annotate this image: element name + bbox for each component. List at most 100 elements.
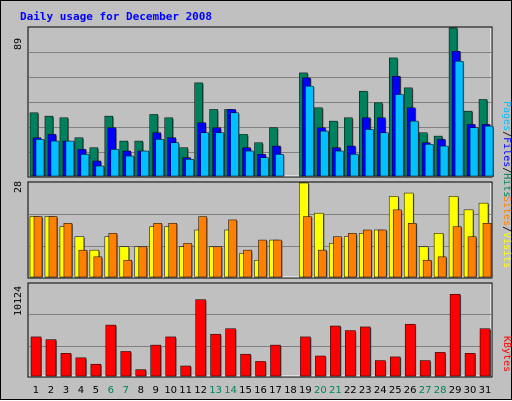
sites-bar-day-1 [33, 216, 43, 278]
legend-separator: / [501, 226, 512, 232]
legend-pages-files-hits: Pages/Files/Hits [501, 101, 512, 197]
day-label-19: 19 [299, 385, 312, 396]
day-label-16: 16 [254, 385, 267, 396]
x-axis-day-labels: 1 2 3 4 5 6 7 8 9 10 11 12 13 14 15 16 17 18 19 20 21 22 23 24 2… [33, 385, 492, 396]
day-label-6: 6 [108, 385, 114, 396]
chart-title: Daily usage for December 2008 [20, 10, 212, 23]
pages-bar-day-2 [50, 140, 60, 177]
kbytes-bar-day-6 [105, 324, 117, 377]
sites-bar-day-14 [228, 219, 237, 278]
kbytes-bar-day-19 [300, 336, 311, 377]
sites-bar-day-12 [198, 216, 207, 278]
day-label-7: 7 [123, 385, 129, 396]
sites-bar-day-6 [108, 233, 118, 278]
day-label-27: 27 [419, 385, 432, 396]
day-label-26: 26 [404, 385, 417, 396]
day-label-30: 30 [464, 385, 477, 396]
sites-bar-day-28 [437, 256, 447, 278]
pages-bar-day-30 [469, 127, 479, 177]
sites-bar-day-9 [153, 223, 162, 278]
sites-bar-day-22 [348, 233, 357, 278]
pages-bar-day-13 [215, 132, 224, 177]
day-label-3: 3 [63, 385, 69, 396]
day-label-23: 23 [359, 385, 372, 396]
day-label-28: 28 [434, 385, 447, 396]
sites-bar-day-25 [392, 209, 402, 278]
pages-bar-day-14 [230, 112, 239, 177]
kbytes-bar-day-23 [360, 326, 371, 377]
day-label-4: 4 [78, 385, 84, 396]
pages-bar-day-8 [140, 150, 150, 177]
pages-bar-day-19 [305, 85, 314, 177]
sites-bar-day-3 [63, 223, 73, 278]
day-label-31: 31 [479, 385, 492, 396]
day-label-10: 10 [164, 385, 177, 396]
kbytes-bar-day-27 [419, 360, 431, 377]
day-label-15: 15 [239, 385, 252, 396]
day-label-17: 17 [269, 385, 282, 396]
kbytes-bar-day-10 [165, 336, 176, 377]
day-label-25: 25 [389, 385, 402, 396]
kbytes-bar-day-1 [30, 336, 42, 377]
sites-bar-day-27 [422, 259, 432, 278]
visits-axis-max-label: 28 [13, 181, 24, 193]
kbytes-bar-day-31 [479, 328, 491, 377]
kbytes-bar-day-24 [375, 360, 386, 377]
sites-bar-day-21 [333, 236, 342, 278]
legend-hits: Hits [501, 173, 512, 197]
legend-sites: Sites [501, 196, 512, 226]
sites-bar-day-8 [138, 246, 148, 278]
sites-bar-day-15 [243, 249, 252, 278]
kbytes-bar-day-12 [195, 299, 206, 377]
pages-bar-day-27 [424, 144, 434, 177]
pages-bar-day-6 [110, 149, 120, 177]
pages-bar-day-25 [394, 94, 404, 177]
sites-bar-day-31 [482, 223, 492, 278]
day-label-22: 22 [344, 385, 357, 396]
pages-bar-day-5 [95, 165, 105, 177]
day-label-29: 29 [449, 385, 462, 396]
panels [27, 26, 495, 378]
day-label-5: 5 [93, 385, 99, 396]
pages-bar-day-28 [439, 145, 449, 177]
pages-bar-day-10 [170, 142, 179, 177]
day-label-21: 21 [329, 385, 342, 396]
day-label-1: 1 [33, 385, 39, 396]
kbytes-bar-day-29 [449, 293, 461, 377]
pages-bar-day-17 [275, 154, 284, 177]
sites-bar-day-16 [258, 239, 267, 278]
pages-bar-day-11 [185, 159, 194, 177]
kbytes-bar-day-14 [225, 328, 236, 377]
kbytes-bar-day-25 [389, 356, 401, 377]
day-label-8: 8 [138, 385, 144, 396]
kbytes-bar-day-11 [180, 365, 191, 377]
kbytes-axis-max-label: 10124 [13, 286, 24, 316]
day-label-12: 12 [194, 385, 207, 396]
sites-bar-day-11 [183, 243, 192, 278]
pages-bar-day-23 [365, 129, 374, 177]
legend-pages: Pages [501, 101, 512, 131]
sites-bar-day-24 [378, 229, 387, 278]
kbytes-bar-day-22 [345, 330, 356, 377]
pages-bar-day-20 [320, 130, 329, 177]
sites-bar-day-26 [407, 223, 417, 278]
legend-kbytes-text: KBytes [501, 336, 512, 372]
pages-bar-day-21 [335, 150, 344, 177]
sites-bar-day-29 [452, 226, 462, 278]
sites-bar-day-4 [78, 249, 88, 278]
legend-files: Files [501, 137, 512, 167]
day-label-11: 11 [179, 385, 192, 396]
pages-bar-day-4 [80, 154, 90, 177]
kbytes-bar-day-16 [255, 361, 266, 377]
kbytes-bar-day-8 [135, 369, 147, 377]
kbytes-bar-day-7 [120, 351, 132, 377]
day-label-14: 14 [224, 385, 237, 396]
sites-bar-day-30 [467, 236, 477, 278]
legend-kbytes: KBytes [501, 336, 512, 372]
pages-bar-day-16 [260, 157, 269, 177]
kbytes-bar-day-4 [75, 357, 87, 377]
pages-bar-day-12 [200, 132, 209, 177]
sites-bar-day-23 [363, 229, 372, 278]
